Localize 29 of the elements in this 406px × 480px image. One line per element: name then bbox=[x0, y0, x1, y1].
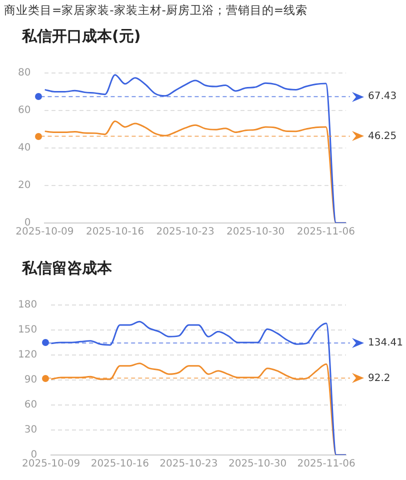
x-tick-label: 2025-10-16 bbox=[86, 226, 144, 238]
x-tick-label: 2025-11-06 bbox=[297, 458, 356, 470]
ref-line-label: 67.43 bbox=[368, 91, 397, 102]
y-tick-label: 120 bbox=[18, 350, 38, 361]
y-tick-label: 60 bbox=[24, 400, 38, 411]
y-tick-label: 180 bbox=[18, 300, 38, 311]
y-tick-label: 60 bbox=[18, 105, 31, 116]
ref-line-label: 92.2 bbox=[368, 372, 390, 384]
ref-line-label: 134.41 bbox=[368, 338, 403, 349]
chart-title: 私信留咨成本 bbox=[20, 258, 113, 279]
line-series bbox=[51, 320, 346, 455]
ref-line-label: 46.25 bbox=[368, 130, 397, 142]
x-tick-label: 2025-10-30 bbox=[228, 458, 287, 470]
x-tick-label: 2025-10-23 bbox=[156, 226, 214, 238]
x-tick-label: 2025-11-06 bbox=[296, 226, 355, 238]
y-tick-label: 40 bbox=[18, 142, 31, 154]
x-tick-label: 2025-10-30 bbox=[226, 226, 285, 238]
chart-title: 私信开口成本(元) bbox=[20, 26, 142, 47]
y-tick-label: 30 bbox=[24, 424, 38, 436]
x-tick-label: 2025-10-16 bbox=[90, 458, 149, 470]
y-tick-label: 20 bbox=[18, 180, 31, 192]
line-series bbox=[44, 74, 346, 223]
y-tick-label: 150 bbox=[18, 324, 38, 336]
x-tick-label: 2025-10-09 bbox=[16, 226, 74, 238]
x-tick-label: 2025-10-23 bbox=[160, 458, 218, 470]
y-tick-label: 90 bbox=[24, 374, 38, 386]
y-tick-label: 80 bbox=[18, 68, 31, 79]
x-tick-label: 2025-10-09 bbox=[22, 458, 80, 470]
text: 商业类目=家居家装-家装主材-厨房卫浴；营销目的=线索 bbox=[3, 2, 309, 19]
